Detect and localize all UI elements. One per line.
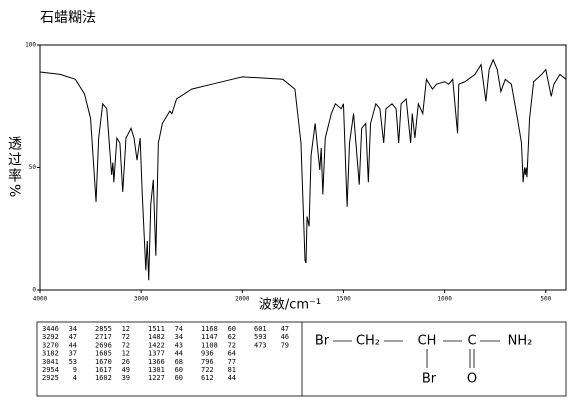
table-frame [36,321,567,397]
peak-wavenumber: 1511 [148,325,165,333]
peak-wavenumber: 722 [201,366,214,374]
peak-transmittance: 12 [122,350,130,358]
peak-transmittance: 74 [175,325,183,333]
peak-transmittance: 60 [228,325,236,333]
peak-transmittance: 4 [73,374,77,382]
peak-transmittance: 72 [122,333,130,341]
structure-atom: CH [418,334,437,349]
structure-atom: Br [422,372,437,387]
peak-wavenumber: 1617 [95,366,112,374]
x-tick-label: 3000 [134,296,149,303]
structure-atom: O [467,372,477,387]
structure [333,340,500,368]
peak-wavenumber: 1168 [201,325,218,333]
peak-transmittance: 68 [175,358,183,366]
x-tick-label: 2000 [235,296,250,303]
peak-wavenumber: 2925 [42,374,59,382]
peak-transmittance: 62 [228,333,236,341]
peak-transmittance: 60 [175,374,183,382]
peak-wavenumber: 1685 [95,350,112,358]
peak-wavenumber: 1227 [148,374,165,382]
structure-atom: Br [315,334,330,349]
peak-transmittance: 47 [69,333,77,341]
peak-transmittance: 79 [281,341,289,349]
y-tick-label: 50 [29,164,37,171]
peak-transmittance: 72 [228,341,236,349]
peak-wavenumber: 3041 [42,358,59,366]
peak-transmittance: 49 [122,366,130,374]
x-tick-label: 500 [540,296,551,303]
peak-wavenumber: 612 [201,374,214,382]
peak-transmittance: 34 [175,333,183,341]
peak-wavenumber: 3182 [42,350,59,358]
peak-wavenumber: 2717 [95,333,112,341]
peak-transmittance: 12 [122,325,130,333]
peak-wavenumber: 593 [254,333,267,341]
peak-transmittance: 77 [228,358,236,366]
peak-wavenumber: 601 [254,325,267,333]
peak-transmittance: 39 [122,374,130,382]
structure-atom: NH₂ [508,334,533,349]
peak-wavenumber: 796 [201,358,214,366]
peak-transmittance: 44 [175,350,183,358]
y-tick-label: 0 [32,287,36,294]
x-tick-label: 1000 [437,296,452,303]
peak-wavenumber: 1482 [148,333,165,341]
spectrum-line [39,58,567,281]
y-axis-label: 透过率% [6,136,22,199]
plot-frame [39,44,567,291]
peak-transmittance: 44 [228,374,236,382]
peak-wavenumber: 1670 [95,358,112,366]
peak-wavenumber: 3270 [42,341,59,349]
peak-transmittance: 9 [73,366,77,374]
x-tick-label: 1500 [336,296,351,303]
peak-transmittance: 26 [122,358,130,366]
peak-wavenumber: 3446 [42,325,59,333]
peak-wavenumber: 1108 [201,341,218,349]
peak-wavenumber: 2954 [42,366,59,374]
peak-wavenumber: 3292 [42,333,59,341]
peak-transmittance: 34 [69,325,77,333]
peak-transmittance: 72 [122,341,130,349]
structure-atom: CH₂ [356,334,380,349]
peak-wavenumber: 1301 [148,366,165,374]
peak-wavenumber: 1147 [201,333,218,341]
chart-title: 石蜡糊法 [40,10,96,26]
peak-wavenumber: 936 [201,350,214,358]
peak-wavenumber: 1366 [148,358,165,366]
peak-wavenumber: 1422 [148,341,165,349]
peak-transmittance: 81 [228,366,236,374]
peak-wavenumber: 2696 [95,341,112,349]
peak-wavenumber: 1377 [148,350,165,358]
peak-transmittance: 53 [69,358,77,366]
peak-transmittance: 60 [175,366,183,374]
y-tick-label: 100 [25,42,36,49]
peak-transmittance: 43 [175,341,183,349]
peak-wavenumber: 2855 [95,325,112,333]
peak-transmittance: 44 [69,341,77,349]
peak-transmittance: 47 [281,325,289,333]
peak-wavenumber: 473 [254,341,267,349]
peak-transmittance: 37 [69,350,77,358]
peak-transmittance: 46 [281,333,289,341]
x-axis-label: 波数/cm⁻¹ [259,298,321,313]
structure-atom: C [467,334,476,349]
peak-transmittance: 64 [228,350,236,358]
x-tick-label: 4000 [33,296,48,303]
peak-wavenumber: 1602 [95,374,112,382]
